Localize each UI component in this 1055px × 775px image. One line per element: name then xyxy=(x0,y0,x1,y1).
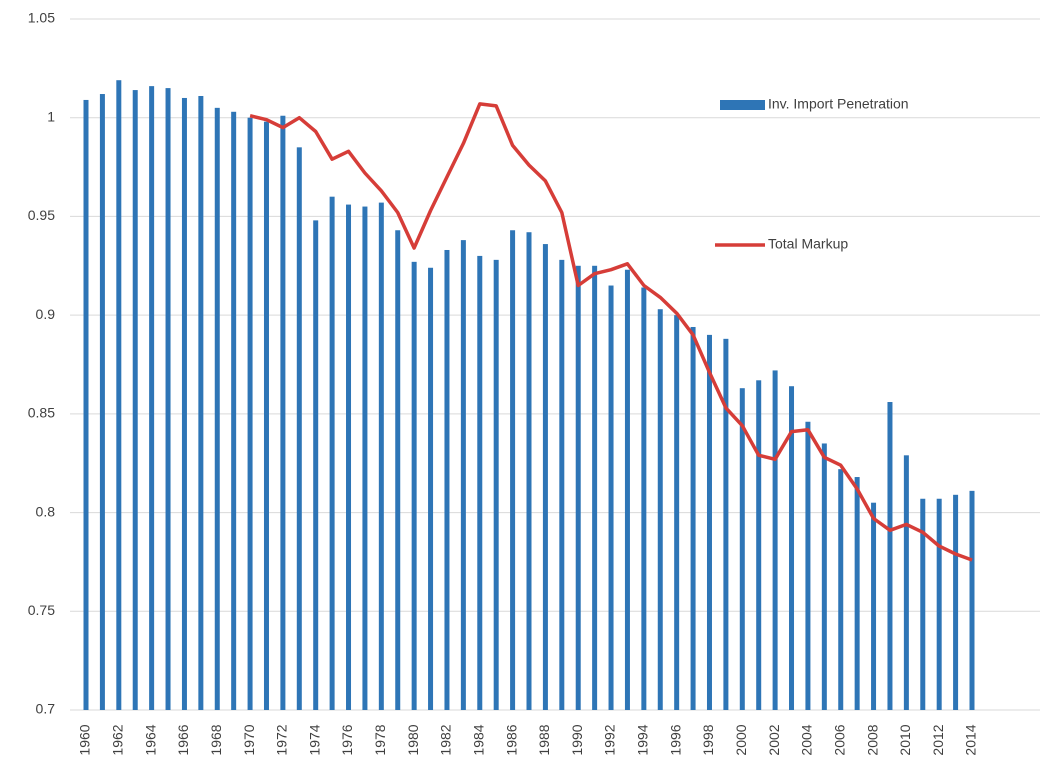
bar xyxy=(198,95,204,711)
bar xyxy=(739,388,745,710)
bar xyxy=(805,421,811,710)
bar xyxy=(181,97,187,710)
bar xyxy=(936,498,942,710)
x-tick-label: 2014 xyxy=(963,724,979,755)
x-tick-label: 1964 xyxy=(142,724,158,755)
x-tick-label: 1996 xyxy=(667,724,683,755)
bar xyxy=(378,202,384,710)
bar xyxy=(608,285,614,710)
bar xyxy=(723,338,729,710)
x-tick-label: 2000 xyxy=(733,724,749,755)
x-tick-label: 2002 xyxy=(766,724,782,755)
bar xyxy=(854,477,860,710)
bar xyxy=(887,402,893,710)
x-tick-label: 1978 xyxy=(372,724,388,755)
bar xyxy=(116,80,122,710)
bar xyxy=(772,370,778,710)
bar xyxy=(296,147,302,711)
line xyxy=(249,102,973,562)
bar xyxy=(838,469,844,710)
bar xyxy=(690,326,696,710)
bar xyxy=(477,255,483,710)
bar xyxy=(641,287,647,710)
bar xyxy=(493,259,499,710)
bar xyxy=(214,107,220,711)
x-tick-label: 1998 xyxy=(700,724,716,755)
y-tick-label: 0.85 xyxy=(28,405,55,421)
bar xyxy=(362,206,368,711)
bar xyxy=(821,443,827,710)
y-tick-label: 0.9 xyxy=(36,306,56,322)
x-tick-label: 2010 xyxy=(897,724,913,755)
bar xyxy=(411,261,417,710)
x-tick-label: 1990 xyxy=(569,724,585,755)
bar xyxy=(526,232,532,711)
x-tick-label: 1970 xyxy=(241,724,257,755)
bar xyxy=(510,230,516,710)
x-tick-label: 2008 xyxy=(864,724,880,755)
bar xyxy=(280,115,286,711)
legend-label: Inv. Import Penetration xyxy=(768,96,909,112)
x-tick-label: 1976 xyxy=(339,724,355,755)
x-tick-label: 1974 xyxy=(306,724,322,755)
bar xyxy=(346,204,352,710)
bar xyxy=(903,455,909,710)
bar xyxy=(624,269,630,710)
y-tick-label: 0.7 xyxy=(36,701,56,717)
x-tick-label: 1980 xyxy=(405,724,421,755)
x-tick-label: 1982 xyxy=(438,724,454,755)
x-tick-label: 1994 xyxy=(635,724,651,755)
bar xyxy=(542,244,548,710)
bar xyxy=(460,240,466,710)
bar xyxy=(395,230,401,710)
bar xyxy=(313,220,319,710)
bar xyxy=(969,490,975,710)
bar xyxy=(83,99,89,710)
x-tick-label: 1962 xyxy=(110,724,126,755)
y-tick-label: 1.05 xyxy=(28,10,55,26)
y-tick-label: 0.8 xyxy=(36,503,56,519)
bar xyxy=(132,90,138,711)
bar xyxy=(149,86,155,710)
bar xyxy=(953,494,959,710)
y-tick-label: 1 xyxy=(47,108,55,124)
bar xyxy=(99,94,105,711)
bar xyxy=(706,334,712,710)
bar xyxy=(592,265,598,710)
bar xyxy=(247,117,253,710)
y-tick-label: 0.95 xyxy=(28,207,55,223)
bar xyxy=(263,121,269,711)
legend-label: Total Markup xyxy=(768,236,848,252)
legend-swatch xyxy=(720,100,765,110)
x-tick-label: 2004 xyxy=(799,724,815,755)
x-tick-label: 1986 xyxy=(503,724,519,755)
x-tick-label: 1960 xyxy=(77,724,93,755)
bar xyxy=(329,196,335,710)
bar xyxy=(657,309,663,710)
bar xyxy=(920,498,926,710)
bar xyxy=(789,386,795,710)
bar xyxy=(231,111,237,710)
y-tick-label: 0.75 xyxy=(28,602,55,618)
bar xyxy=(871,502,877,710)
x-tick-label: 1984 xyxy=(470,724,486,755)
x-tick-label: 2012 xyxy=(930,724,946,755)
x-tick-label: 1966 xyxy=(175,724,191,755)
bar xyxy=(674,315,680,710)
bar xyxy=(575,265,581,710)
bar xyxy=(428,267,434,710)
x-tick-label: 1972 xyxy=(274,724,290,755)
x-tick-label: 1988 xyxy=(536,724,552,755)
bar xyxy=(756,380,762,710)
x-tick-label: 2006 xyxy=(831,724,847,755)
x-tick-label: 1992 xyxy=(602,724,618,755)
x-tick-label: 1968 xyxy=(208,724,224,755)
bar xyxy=(165,88,171,711)
bar xyxy=(559,259,565,710)
bar xyxy=(444,249,450,710)
